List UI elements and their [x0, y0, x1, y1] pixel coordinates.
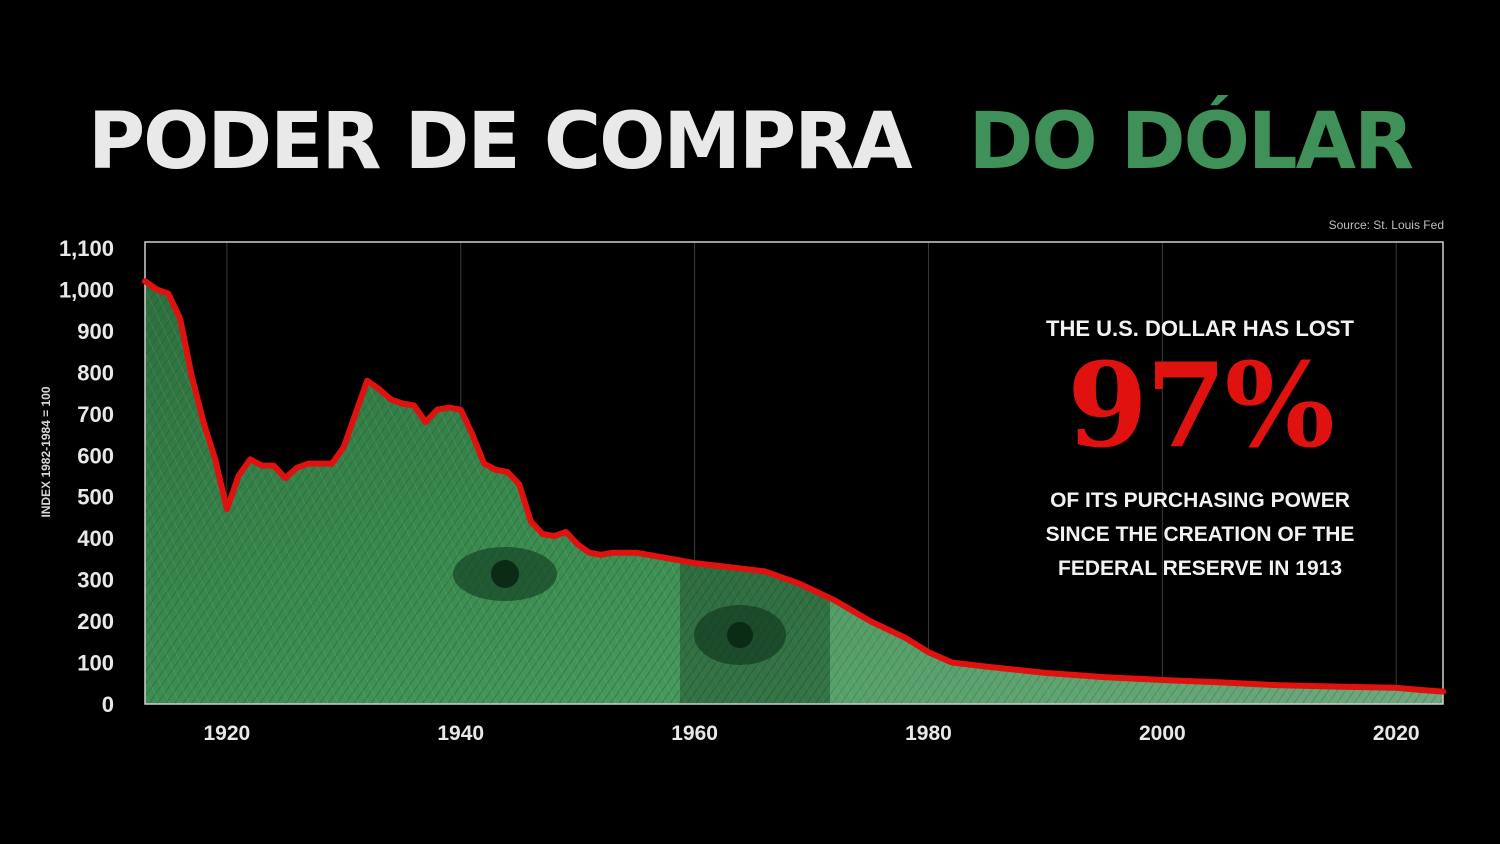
y-tick-label: 800: [77, 360, 114, 385]
plot-frame: [144, 241, 1444, 705]
annotation-line-2: OF ITS PURCHASING POWER: [1050, 489, 1350, 512]
x-tick-label: 1920: [203, 722, 250, 745]
banknote-shadow: [680, 560, 830, 704]
annotation-line-1: THE U.S. DOLLAR HAS LOST: [1046, 316, 1354, 341]
y-tick-label: 400: [77, 526, 114, 551]
annotation-body: OF ITS PURCHASING POWER SINCE THE CREATI…: [1000, 484, 1400, 586]
x-tick-label: 1980: [905, 722, 952, 745]
title-part-white: PODER DE COMPRA: [87, 97, 913, 187]
page-title: PODER DE COMPRA DO DÓLAR: [0, 92, 1500, 192]
y-tick-label: 1,000: [59, 277, 114, 302]
x-tick-label: 2000: [1139, 722, 1186, 745]
y-tick-label: 200: [77, 609, 114, 634]
y-tick-label: 900: [77, 319, 114, 344]
title-part-green: DO DÓLAR: [968, 97, 1414, 187]
x-tick-label: 2020: [1373, 722, 1420, 745]
y-tick-label: 1,100: [59, 236, 114, 261]
pupil-left-illustration: [491, 560, 519, 588]
y-tick-label: 700: [77, 402, 114, 427]
source-note: Source: St. Louis Fed: [1328, 218, 1444, 232]
y-tick-label: 0: [102, 692, 114, 717]
annotation-box: THE U.S. DOLLAR HAS LOST 97% OF ITS PURC…: [1000, 316, 1400, 586]
y-tick-label: 100: [77, 651, 114, 676]
x-tick-label: 1940: [437, 722, 484, 745]
y-tick-label: 600: [77, 443, 114, 468]
annotation-percent: 97%: [1067, 338, 1335, 474]
y-tick-label: 300: [77, 568, 114, 593]
annotation-line-3: SINCE THE CREATION OF THE: [1045, 523, 1355, 546]
pupil-right-illustration: [727, 622, 753, 648]
annotation-line-4: FEDERAL RESERVE IN 1913: [1058, 557, 1342, 580]
purchasing-power-line: [142, 278, 1446, 695]
y-tick-label: 500: [77, 485, 114, 510]
y-axis-ticks: 0 100 200 300 400 500 600 700 800 900 1,000 1,100: [59, 236, 114, 717]
x-tick-label: 1960: [671, 722, 718, 745]
x-axis-ticks: 1920 1940 1960 1980 2000 2020: [203, 722, 1419, 745]
